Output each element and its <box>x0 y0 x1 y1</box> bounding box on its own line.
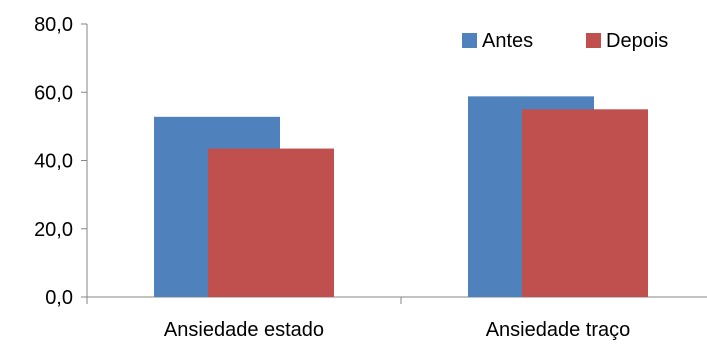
y-tick-labels: 0,0 20,0 40,0 60,0 80,0 <box>34 14 73 309</box>
y-tick-label: 80,0 <box>34 14 73 36</box>
legend-swatch-antes <box>462 33 477 48</box>
legend-label-depois: Depois <box>606 30 668 52</box>
y-tick-label: 60,0 <box>34 82 73 104</box>
category-label: Ansiedade estado <box>164 319 324 341</box>
y-tick-label: 0,0 <box>45 287 73 309</box>
bars <box>154 96 648 297</box>
bar-depois-1 <box>522 109 648 297</box>
legend-label-antes: Antes <box>482 30 533 52</box>
category-labels: Ansiedade estado Ansiedade traço <box>164 319 630 341</box>
category-label: Ansiedade traço <box>486 319 631 341</box>
legend-swatch-depois <box>586 33 601 48</box>
bar-depois-0 <box>208 148 334 297</box>
legend: Antes Depois <box>462 30 668 52</box>
y-tick-label: 40,0 <box>34 151 73 173</box>
y-tick-label: 20,0 <box>34 219 73 241</box>
